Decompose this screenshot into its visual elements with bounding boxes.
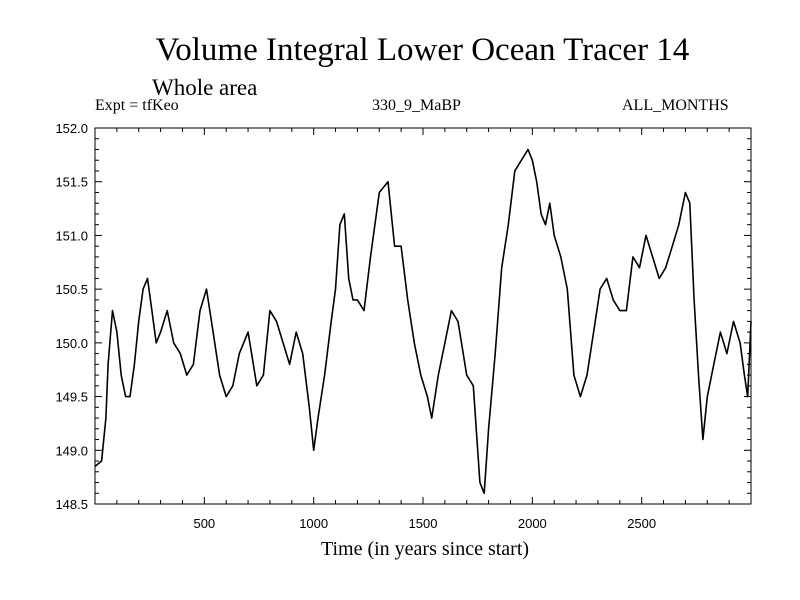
y-tick-label: 150.5 (55, 282, 88, 297)
x-tick-label: 500 (193, 516, 215, 531)
y-tick-label: 152.0 (55, 121, 88, 136)
y-tick-label: 148.5 (55, 497, 88, 512)
run-id-label: 330_9_MaBP (372, 97, 461, 114)
plot-frame (94, 127, 752, 505)
experiment-label: Expt = tfKeo (95, 97, 179, 114)
x-tick-label: 1000 (299, 516, 328, 531)
x-tick-label: 1500 (409, 516, 438, 531)
tick-labels: 500 1000 1500 2000 2500 148.5 149.0 149.5 150.0 1… (55, 121, 656, 531)
chart-subtitle: Whole area (152, 75, 258, 100)
x-tick-label: 2000 (518, 516, 547, 531)
months-label: ALL_MONTHS (622, 97, 729, 114)
y-tick-label: 150.0 (55, 336, 88, 351)
x-tick-label: 2500 (627, 516, 656, 531)
y-tick-label: 149.0 (55, 443, 88, 458)
chart-title: Volume Integral Lower Ocean Tracer 14 (155, 32, 690, 68)
y-tick-label: 149.5 (55, 390, 88, 405)
y-tick-label: 151.0 (55, 228, 88, 243)
series-line (94, 148, 752, 495)
x-axis-title: Time (in years since start) (320, 538, 530, 560)
y-tick-label: 151.5 (55, 175, 88, 190)
axis-ticks (95, 128, 751, 504)
